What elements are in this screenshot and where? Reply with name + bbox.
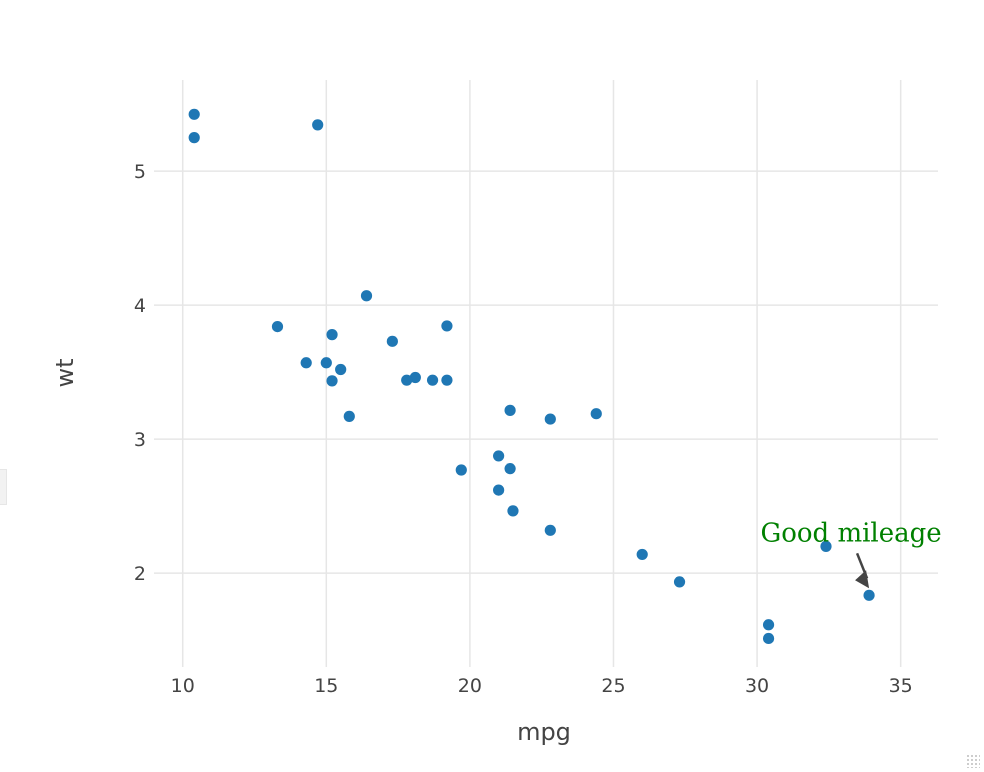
x-tick-label: 25 [601,675,625,697]
data-point[interactable] [544,524,556,536]
data-points [188,108,875,645]
data-point[interactable] [863,589,875,601]
data-point[interactable] [326,329,338,341]
x-axis-title: mpg [517,718,571,746]
data-point[interactable] [590,408,602,420]
y-tick-label: 2 [134,563,146,585]
data-point[interactable] [271,320,284,333]
data-point[interactable] [673,576,686,588]
data-point[interactable] [504,463,516,475]
data-point[interactable] [493,450,505,462]
x-tick-label: 35 [889,675,913,697]
y-tick-label: 3 [134,429,146,451]
data-point[interactable] [386,335,398,347]
data-point[interactable] [312,119,324,131]
data-point[interactable] [401,374,413,386]
data-point[interactable] [636,548,648,561]
data-point[interactable] [762,632,775,645]
data-point[interactable] [493,484,505,496]
grid [154,80,938,667]
data-point[interactable] [762,619,775,631]
data-point[interactable] [188,132,200,144]
data-point[interactable] [455,464,467,476]
data-point[interactable] [409,371,421,384]
x-tick-label: 10 [171,675,195,697]
annotation-arrowhead [855,570,870,589]
data-point[interactable] [441,374,453,386]
data-point[interactable] [820,540,832,552]
data-point[interactable] [335,363,347,376]
data-point[interactable] [326,375,338,387]
resize-grip-icon[interactable] [966,754,980,768]
annotation-text: Good mileage [760,518,941,548]
x-tick-label: 30 [745,675,769,697]
y-axis-title: wt [51,358,79,387]
data-point[interactable] [320,357,332,369]
annotation: Good mileage [760,518,942,589]
data-point[interactable] [300,357,312,369]
y-tick-label: 4 [134,295,146,317]
data-point[interactable] [188,108,200,120]
data-point[interactable] [544,413,556,425]
data-point[interactable] [507,505,519,517]
x-tick-label: 20 [458,675,482,697]
x-axis-ticks: 10 15 20 25 30 35 [171,675,913,697]
y-tick-label: 5 [134,161,146,183]
panel-drag-handle[interactable] [0,469,7,505]
y-axis-ticks: 2 3 4 5 [134,161,146,585]
x-tick-label: 15 [314,675,338,697]
data-point[interactable] [360,290,373,302]
data-point[interactable] [441,320,453,332]
data-point[interactable] [343,410,355,422]
data-point[interactable] [426,374,439,386]
data-point[interactable] [504,404,516,416]
